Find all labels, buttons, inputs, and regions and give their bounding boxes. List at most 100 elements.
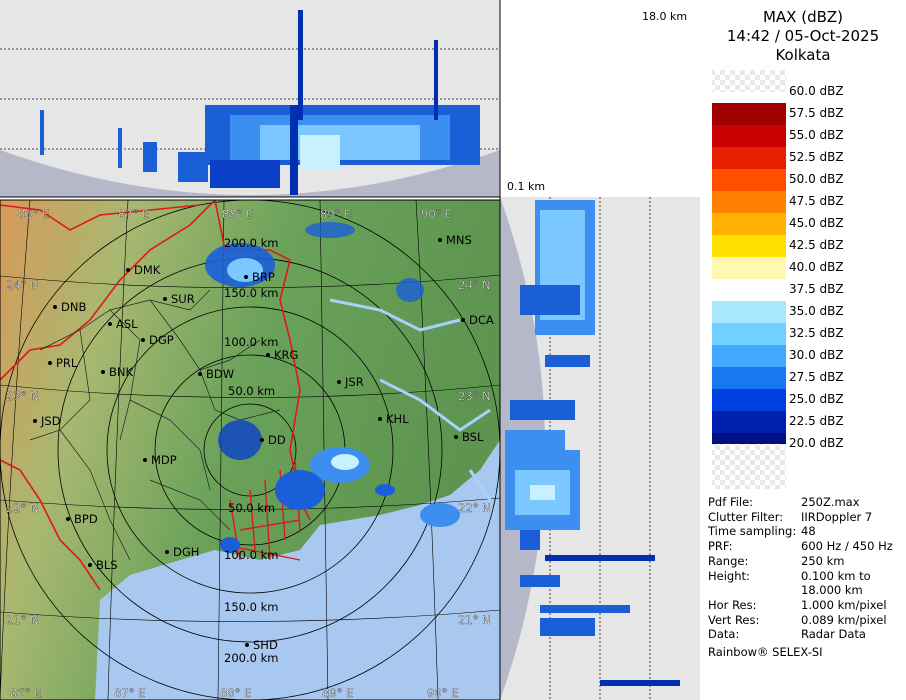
right-panel-height-label: 0.1 km [507,180,545,193]
range-label-south: 50.0 km [228,501,275,515]
metadata-value: 48 [801,524,816,539]
metadata-key: Clutter Filter: [708,509,784,524]
legend-label: 35.0 dBZ [789,304,844,318]
lon-label-bottom: 90° E [427,686,458,700]
station-dot [266,353,270,357]
station-dot [141,338,145,342]
legend-label: 45.0 dBZ [789,216,844,230]
legend-label: 25.0 dBZ [789,392,844,406]
station-dot [108,322,112,326]
lon-label-top: 87° E [118,207,149,221]
right-cross-section-panel [499,197,700,700]
station-dot [337,380,341,384]
legend-label: 55.0 dBZ [789,128,844,142]
station-label: DGH [173,545,199,559]
station-label: KHL [386,412,409,426]
station-name: Kolkata [775,46,831,64]
lon-label-top: 89° E [320,207,351,221]
range-label-north: 200.0 km [224,236,278,250]
metadata-value: 0.089 km/pixel [801,612,887,627]
legend-swatch [712,147,786,169]
lat-label-left: 21° N [6,613,39,627]
lat-label-left: 22° N [6,501,39,515]
metadata-value: 250 km [801,553,845,568]
station-dot [143,458,147,462]
legend-label: 37.5 dBZ [789,282,844,296]
range-label-south: 200.0 km [224,651,278,665]
station-dot [245,643,249,647]
range-label-south: 150.0 km [224,600,278,614]
legend-label: 32.5 dBZ [789,326,844,340]
legend-swatch [712,389,786,411]
metadata-value: 600 Hz / 450 Hz [801,539,893,554]
legend-label: 40.0 dBZ [789,260,844,274]
legend-label: 22.5 dBZ [789,414,844,428]
station-dot [260,438,264,442]
station-dot [244,275,248,279]
product-datetime: 14:42 / 05-Oct-2025 [726,27,880,45]
metadata-key: Pdf File: [708,495,754,509]
legend-label: 47.5 dBZ [789,194,844,208]
station-label: BNK [109,365,133,379]
footer-credit: Rainbow® SELEX-SI [708,645,823,659]
ppi-map [0,200,500,700]
station-dot [53,305,57,309]
station-label: BDW [206,367,234,381]
top-panel-height-label: 18.0 km [642,10,687,23]
station-label: KRG [274,348,298,362]
station-label: MDP [151,453,177,467]
station-label: ASL [116,317,138,331]
metadata-key: Height: [708,568,750,583]
metadata-key: Range: [708,553,749,568]
legend-swatch [712,411,786,433]
station-dot [48,361,52,365]
station-label: MNS [446,233,472,247]
top-cross-section-panel [0,0,501,198]
metadata-key: PRF: [708,539,733,554]
station-label: DD [268,433,286,447]
legend-swatch [712,70,786,92]
lat-label-right: 24° N [458,278,491,292]
lon-label-top: 90° E [421,207,452,221]
lon-label-top: 88° E [222,207,253,221]
station-dot [165,550,169,554]
station-dot [126,268,130,272]
lon-label-bottom: 86° E [10,686,41,700]
bay-of-bengal [95,440,500,700]
legend-label: 20.0 dBZ [789,436,844,450]
station-dot [454,435,458,439]
legend-swatch [712,367,786,389]
radar-echoes [205,222,460,553]
station-label: PRL [56,356,78,370]
legend-swatch [712,323,786,345]
station-markers: MNS DMK BRP SUR DNB ASL DGP KRG DCA PRL BNK BDW JSR K… [33,233,494,652]
legend-label: 60.0 dBZ [789,84,844,98]
legend-swatch [712,213,786,235]
lon-label-bottom: 89° E [322,686,353,700]
lon-label-bottom: 88° E [220,686,251,700]
station-label: DCA [469,313,494,327]
legend-label: 57.5 dBZ [789,106,844,120]
lat-label-right: 21° N [458,613,491,627]
legend-swatch [712,169,786,191]
station-label: BRP [252,270,275,284]
legend-swatch [712,235,786,257]
station-dot [101,370,105,374]
metadata-value: 18.000 km [801,583,863,598]
station-dot [461,318,465,322]
range-ring-150 [106,306,394,594]
station-label: SUR [171,292,195,306]
legend-label: 27.5 dBZ [789,370,844,384]
station-label: DMK [134,263,161,277]
station-dot [198,372,202,376]
range-label-north: 50.0 km [228,384,275,398]
station-label: JSR [344,375,364,389]
legend-swatch [712,444,786,489]
station-label: BLS [96,558,118,572]
metadata-value: 250Z.max [801,495,860,509]
lon-label-top: 86° E [18,207,49,221]
metadata-value: 0.100 km to [801,568,871,583]
metadata-key: Vert Res: [708,612,760,627]
station-label: BSL [462,430,484,444]
